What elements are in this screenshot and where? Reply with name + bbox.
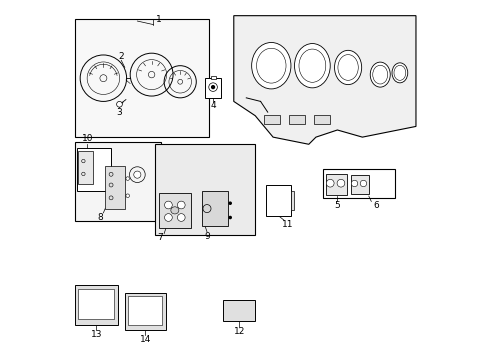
Circle shape bbox=[125, 177, 129, 180]
Bar bbox=[325, 174, 346, 195]
Bar bbox=[210, 76, 215, 79]
Ellipse shape bbox=[294, 44, 329, 88]
Text: 5: 5 bbox=[333, 201, 339, 210]
Text: 6: 6 bbox=[373, 201, 379, 210]
Text: 10: 10 bbox=[81, 134, 93, 143]
Circle shape bbox=[177, 213, 185, 221]
Circle shape bbox=[134, 171, 141, 178]
FancyBboxPatch shape bbox=[77, 148, 110, 191]
Ellipse shape bbox=[170, 207, 179, 214]
Text: 1: 1 bbox=[156, 15, 162, 24]
Circle shape bbox=[360, 180, 366, 187]
FancyBboxPatch shape bbox=[205, 78, 221, 98]
Text: 9: 9 bbox=[203, 231, 209, 240]
Bar bbox=[288, 114, 305, 123]
Text: 2: 2 bbox=[118, 52, 124, 61]
Polygon shape bbox=[233, 16, 415, 144]
Text: 12: 12 bbox=[233, 327, 244, 336]
Ellipse shape bbox=[334, 50, 361, 85]
Bar bbox=[128, 296, 162, 325]
Circle shape bbox=[164, 213, 172, 221]
Text: 4: 4 bbox=[210, 101, 215, 110]
Circle shape bbox=[228, 216, 231, 219]
FancyBboxPatch shape bbox=[75, 143, 160, 221]
Circle shape bbox=[350, 180, 357, 187]
Circle shape bbox=[325, 179, 333, 187]
Text: 8: 8 bbox=[97, 213, 102, 222]
Bar bbox=[313, 114, 329, 123]
Circle shape bbox=[336, 179, 344, 187]
Circle shape bbox=[210, 85, 215, 89]
Text: 13: 13 bbox=[90, 330, 102, 339]
Ellipse shape bbox=[251, 42, 290, 89]
Ellipse shape bbox=[391, 63, 407, 83]
Circle shape bbox=[228, 202, 231, 205]
Text: 3: 3 bbox=[116, 108, 122, 117]
Bar bbox=[201, 191, 228, 226]
Bar bbox=[264, 114, 280, 123]
Circle shape bbox=[177, 201, 185, 209]
Bar bbox=[350, 175, 368, 194]
Bar bbox=[78, 152, 93, 184]
Bar bbox=[159, 193, 190, 228]
Text: 7: 7 bbox=[157, 233, 163, 242]
Bar bbox=[124, 293, 165, 330]
Circle shape bbox=[164, 201, 172, 209]
FancyBboxPatch shape bbox=[75, 19, 208, 137]
Circle shape bbox=[125, 194, 129, 198]
Text: 11: 11 bbox=[281, 220, 292, 229]
Circle shape bbox=[116, 102, 122, 107]
Bar bbox=[105, 166, 124, 208]
Text: 14: 14 bbox=[139, 335, 151, 344]
Bar bbox=[265, 185, 290, 216]
Ellipse shape bbox=[369, 62, 389, 87]
Bar bbox=[75, 285, 118, 325]
FancyBboxPatch shape bbox=[323, 169, 394, 198]
Bar bbox=[290, 192, 293, 210]
Bar bbox=[78, 289, 114, 319]
FancyBboxPatch shape bbox=[155, 144, 255, 235]
Bar bbox=[223, 300, 255, 321]
